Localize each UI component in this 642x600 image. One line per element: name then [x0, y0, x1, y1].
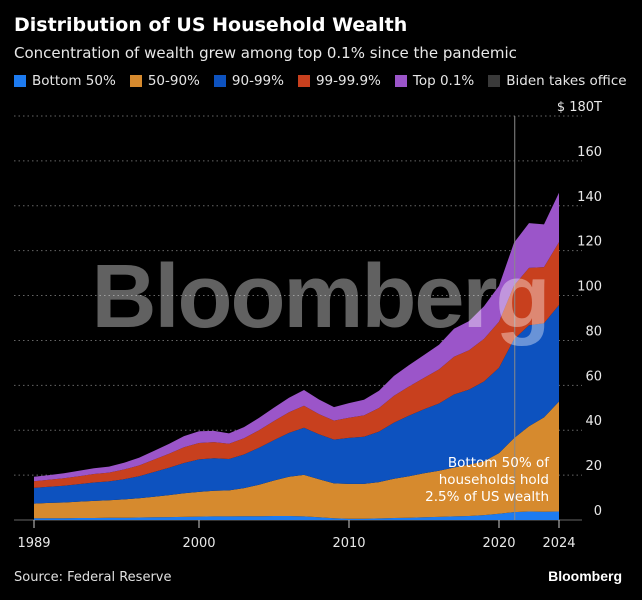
legend-item-bottom-50: Bottom 50% [14, 73, 116, 89]
legend: Bottom 50% 50-90% 90-99% 99-99.9% Top 0.… [14, 73, 627, 89]
legend-label-90-99: 90-99% [231, 73, 284, 89]
annotation-line-3: 2.5% of US wealth [425, 489, 549, 505]
y-tick-label-120: 120 [577, 235, 602, 250]
y-tick-label-60: 60 [585, 369, 602, 384]
legend-item-biden: Biden takes office [488, 73, 627, 89]
y-tick-label-40: 40 [585, 414, 602, 429]
y-axis-tick-labels: 0 20 40 60 80 100 120 140 160 $ 180T [557, 100, 602, 519]
area-50-90 [34, 401, 559, 519]
legend-swatch-biden [488, 75, 501, 87]
legend-item-top-01: Top 0.1% [394, 73, 475, 89]
x-tick-label-1989: 1989 [17, 536, 50, 551]
area-90-99 [34, 305, 559, 504]
x-tick-label-2024: 2024 [542, 536, 575, 551]
y-tick-label-140: 140 [577, 190, 602, 205]
legend-item-90-99: 90-99% [213, 73, 284, 89]
legend-label-biden: Biden takes office [506, 73, 627, 89]
chart-subtitle: Concentration of wealth grew among top 0… [14, 44, 517, 62]
area-99-99-9 [34, 242, 559, 488]
legend-swatch-50-90 [129, 75, 142, 87]
y-tick-label-80: 80 [585, 324, 602, 339]
x-tick-label-2010: 2010 [332, 536, 365, 551]
y-tick-label-100: 100 [577, 280, 602, 295]
legend-label-99-999: 99-99.9% [315, 73, 381, 89]
annotation-line-1: Bottom 50% of [448, 455, 550, 471]
chart-title: Distribution of US Household Wealth [14, 14, 408, 36]
y-tick-label-160: 160 [577, 145, 602, 160]
legend-label-50-90: 50-90% [147, 73, 200, 89]
annotation-line-2: households hold [439, 472, 549, 488]
legend-swatch-bottom-50 [14, 75, 26, 87]
x-axis: 1989 2000 2010 2020 2024 [17, 520, 576, 551]
x-tick-label-2020: 2020 [482, 536, 515, 551]
legend-swatch-top-01 [394, 75, 407, 87]
legend-item-50-90: 50-90% [129, 73, 200, 89]
x-tick-label-2000: 2000 [182, 536, 215, 551]
legend-label-bottom-50: Bottom 50% [32, 73, 116, 89]
source-note: Source: Federal Reserve [14, 570, 172, 585]
legend-label-top-01: Top 0.1% [412, 73, 475, 89]
watermark: Bloomberg [91, 247, 548, 347]
legend-swatch-99-999 [297, 75, 310, 87]
area-bottom-50 [34, 511, 559, 520]
stacked-areas [34, 192, 559, 520]
y-tick-label-20: 20 [585, 459, 602, 474]
y-tick-label-180: $ 180T [557, 100, 602, 115]
y-tick-label-0: 0 [594, 504, 602, 519]
legend-item-99-999: 99-99.9% [297, 73, 381, 89]
area-top-0-1 [34, 192, 559, 482]
bloomberg-logo: Bloomberg [548, 568, 622, 584]
legend-swatch-90-99 [213, 75, 226, 87]
